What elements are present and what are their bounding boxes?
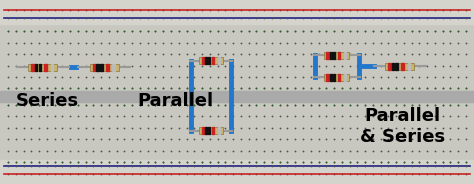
Bar	[385, 63, 414, 70]
Bar	[201, 57, 204, 64]
Bar	[112, 64, 115, 71]
Bar	[100, 64, 103, 71]
Bar	[326, 74, 328, 81]
Bar	[199, 57, 223, 64]
Bar	[201, 127, 204, 134]
Bar	[208, 57, 210, 64]
Bar	[333, 74, 335, 81]
Bar	[338, 52, 340, 59]
Bar	[92, 64, 95, 71]
Bar	[395, 63, 398, 70]
Bar	[38, 64, 41, 71]
Bar	[388, 63, 391, 70]
Bar	[0, 160, 474, 184]
Bar	[212, 57, 214, 64]
Bar	[0, 0, 474, 24]
Bar	[31, 64, 34, 71]
Bar	[344, 52, 346, 59]
Bar	[90, 64, 119, 71]
Bar	[326, 52, 328, 59]
Bar	[329, 74, 332, 81]
Bar	[324, 74, 349, 81]
Bar	[45, 64, 47, 71]
Bar	[218, 57, 219, 64]
Bar	[199, 127, 223, 134]
Bar	[106, 64, 109, 71]
Bar	[28, 64, 57, 71]
Text: Parallel
& Series: Parallel & Series	[360, 107, 446, 146]
Bar	[205, 127, 207, 134]
Bar	[205, 57, 207, 64]
Text: Series: Series	[16, 92, 79, 110]
Bar	[324, 52, 349, 59]
Bar	[51, 64, 54, 71]
Bar	[392, 63, 394, 70]
Bar	[333, 52, 335, 59]
Bar	[35, 64, 37, 71]
Bar	[329, 52, 332, 59]
Bar	[212, 127, 214, 134]
Bar	[401, 63, 404, 70]
Bar	[218, 127, 219, 134]
Bar	[344, 74, 346, 81]
Bar	[96, 64, 99, 71]
Bar	[208, 127, 210, 134]
Text: Parallel: Parallel	[137, 92, 213, 110]
Bar	[338, 74, 340, 81]
Bar	[408, 63, 410, 70]
Bar	[0, 91, 474, 102]
